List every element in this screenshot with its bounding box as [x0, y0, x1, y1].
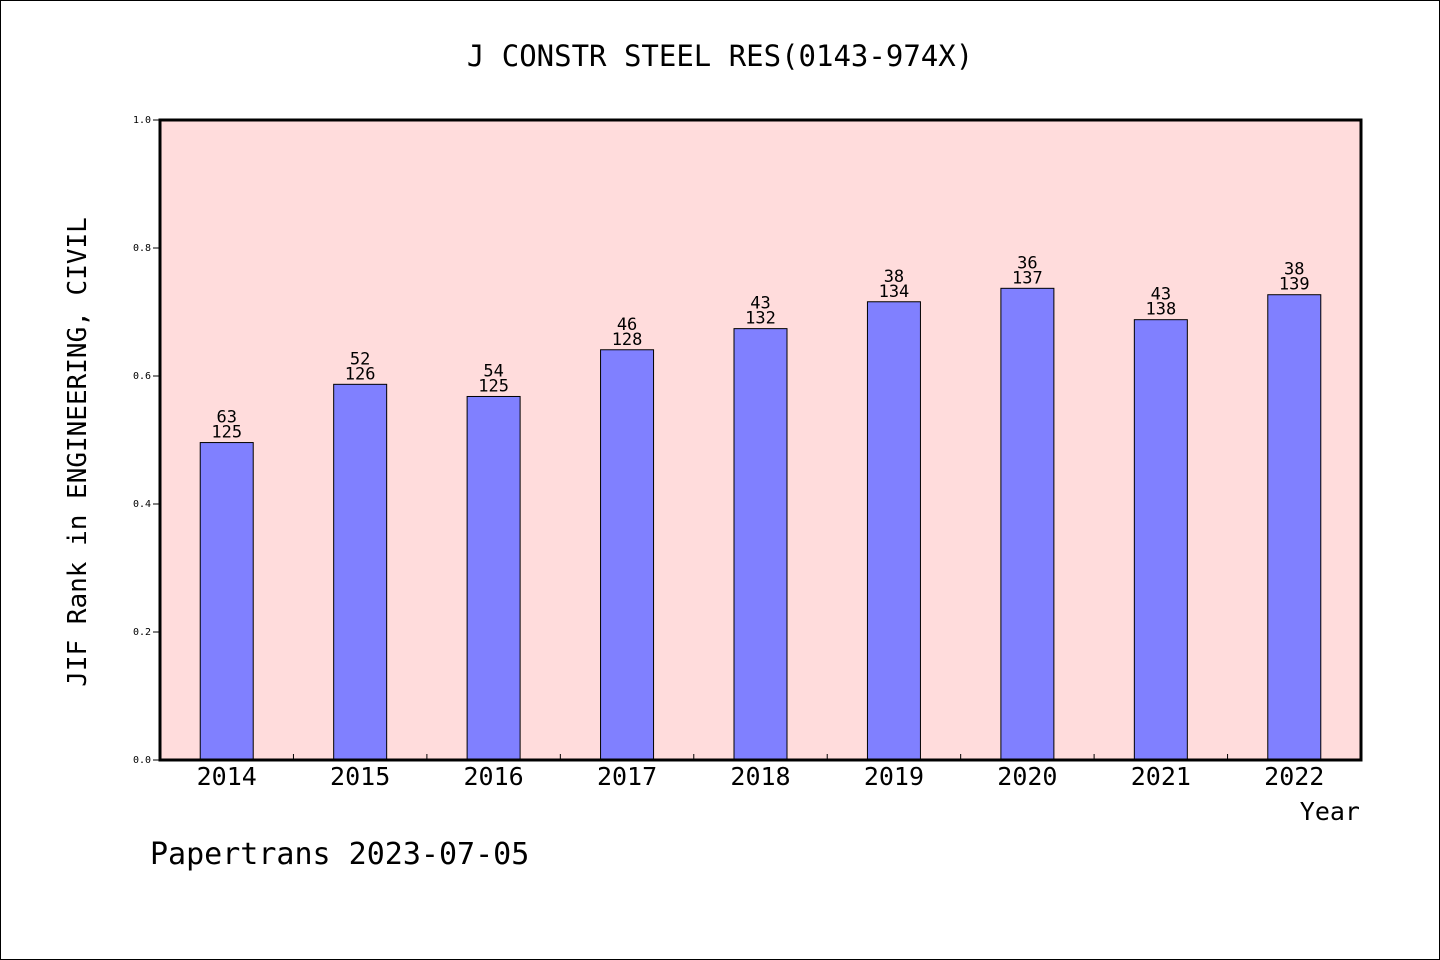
bar-total-label: 125 [478, 376, 509, 396]
bar-2014 [199, 442, 254, 761]
bar-rank-label: 43 [1151, 285, 1171, 305]
y-tick-label: 0.6 [133, 371, 151, 382]
x-axis: 2014 2015 2016 2017 2018 2019 2020 2021 2022 [197, 754, 1324, 791]
bar-2022 [1267, 294, 1322, 761]
bar-total-label: 125 [211, 423, 242, 443]
bar-rank-label: 52 [350, 349, 370, 369]
bar-total-label: 126 [345, 364, 376, 384]
bar-2016 [466, 395, 521, 761]
y-tick-label: 1.0 [133, 115, 151, 126]
x-tick-label: 2019 [864, 762, 924, 791]
x-tick-label: 2020 [997, 762, 1057, 791]
bar-total-label: 128 [612, 330, 643, 350]
x-tick-label: 2022 [1264, 762, 1324, 791]
x-tick-label: 2016 [464, 762, 524, 791]
chart-title: J CONSTR STEEL RES(0143-974X) [467, 39, 973, 73]
y-axis: 0.0 0.2 0.4 0.6 0.8 1.0 [133, 115, 160, 766]
bar-rank-label: 43 [750, 294, 770, 314]
bar-rank-label: 54 [483, 361, 503, 381]
bars [199, 287, 1322, 761]
bar-2021 [1133, 319, 1188, 761]
bar-2015 [333, 383, 388, 761]
y-tick-label: 0.8 [133, 243, 151, 254]
x-tick-label: 2014 [197, 762, 257, 791]
bar-total-label: 132 [745, 309, 776, 329]
bar-2019 [866, 301, 921, 761]
bar-2020 [1000, 287, 1055, 761]
bar-2017 [600, 349, 655, 761]
x-axis-label: Year [1300, 797, 1360, 826]
plot-border [158, 118, 1363, 762]
y-axis-label: JIF Rank in ENGINEERING, CIVIL [63, 217, 93, 687]
bar-rank-label: 36 [1017, 253, 1037, 273]
bar-total-label: 134 [879, 282, 910, 302]
x-tick-label: 2021 [1131, 762, 1191, 791]
bar-total-label: 139 [1279, 275, 1310, 295]
bar-rank-label: 38 [1284, 260, 1304, 280]
bar-2018 [733, 328, 788, 761]
bar-total-label: 137 [1012, 268, 1043, 288]
bar-rank-label: 46 [617, 315, 637, 335]
y-tick-label: 0.2 [133, 627, 151, 638]
footer-credit: Papertrans 2023-07-05 [150, 837, 529, 872]
x-tick-label: 2015 [330, 762, 390, 791]
y-tick-label: 0.4 [133, 499, 151, 510]
x-tick-label: 2018 [730, 762, 790, 791]
bar-rank-label: 63 [216, 408, 236, 428]
y-tick-label: 0.0 [133, 755, 151, 766]
bar-rank-label: 38 [884, 267, 904, 287]
x-tick-label: 2017 [597, 762, 657, 791]
bar-total-label: 138 [1145, 300, 1176, 320]
